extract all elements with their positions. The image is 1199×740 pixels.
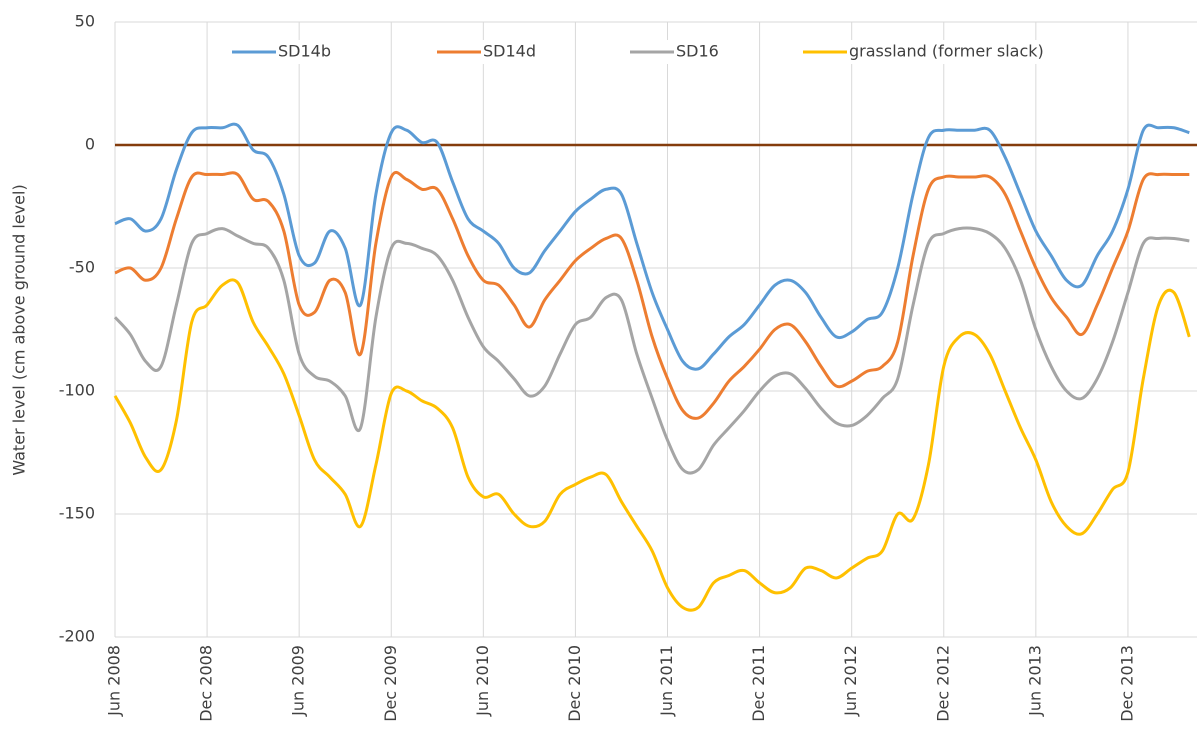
legend-bg xyxy=(276,40,335,64)
x-tick-label: Jun 2011 xyxy=(657,645,676,717)
legend-bg xyxy=(481,40,540,64)
x-tick-label: Dec 2010 xyxy=(565,645,584,722)
legend-bg xyxy=(847,40,1048,64)
y-tick-label: -200 xyxy=(59,627,95,646)
legend-bg xyxy=(674,40,723,64)
legend-label: SD16 xyxy=(676,42,719,61)
x-tick-label: Dec 2009 xyxy=(381,645,400,722)
legend-label: SD14d xyxy=(483,42,536,61)
series-line xyxy=(113,226,1190,475)
x-tick-label: Dec 2012 xyxy=(933,645,952,722)
x-tick-label: Dec 2008 xyxy=(197,645,216,722)
x-tick-label: Dec 2011 xyxy=(749,645,768,722)
x-tick-label: Jun 2012 xyxy=(841,645,860,717)
y-tick-label: 0 xyxy=(85,135,95,154)
x-tick-label: Dec 2013 xyxy=(1117,645,1136,722)
legend-label: grassland (former slack) xyxy=(849,42,1044,61)
y-tick-label: -150 xyxy=(59,504,95,523)
series-line xyxy=(114,171,1190,420)
legend-label: SD14b xyxy=(278,42,331,61)
x-tick-label: Jun 2009 xyxy=(289,645,308,717)
x-tick-label: Jun 2010 xyxy=(473,645,492,717)
y-tick-label: 50 xyxy=(75,12,95,31)
x-tick-label: Jun 2008 xyxy=(105,645,124,717)
series-line xyxy=(113,278,1191,612)
y-tick-label: -50 xyxy=(69,258,95,277)
y-axis-title: Water level (cm above ground level) xyxy=(10,184,29,475)
series-line xyxy=(114,122,1190,371)
x-tick-label: Jun 2013 xyxy=(1025,645,1044,717)
y-tick-label: -100 xyxy=(59,381,95,400)
